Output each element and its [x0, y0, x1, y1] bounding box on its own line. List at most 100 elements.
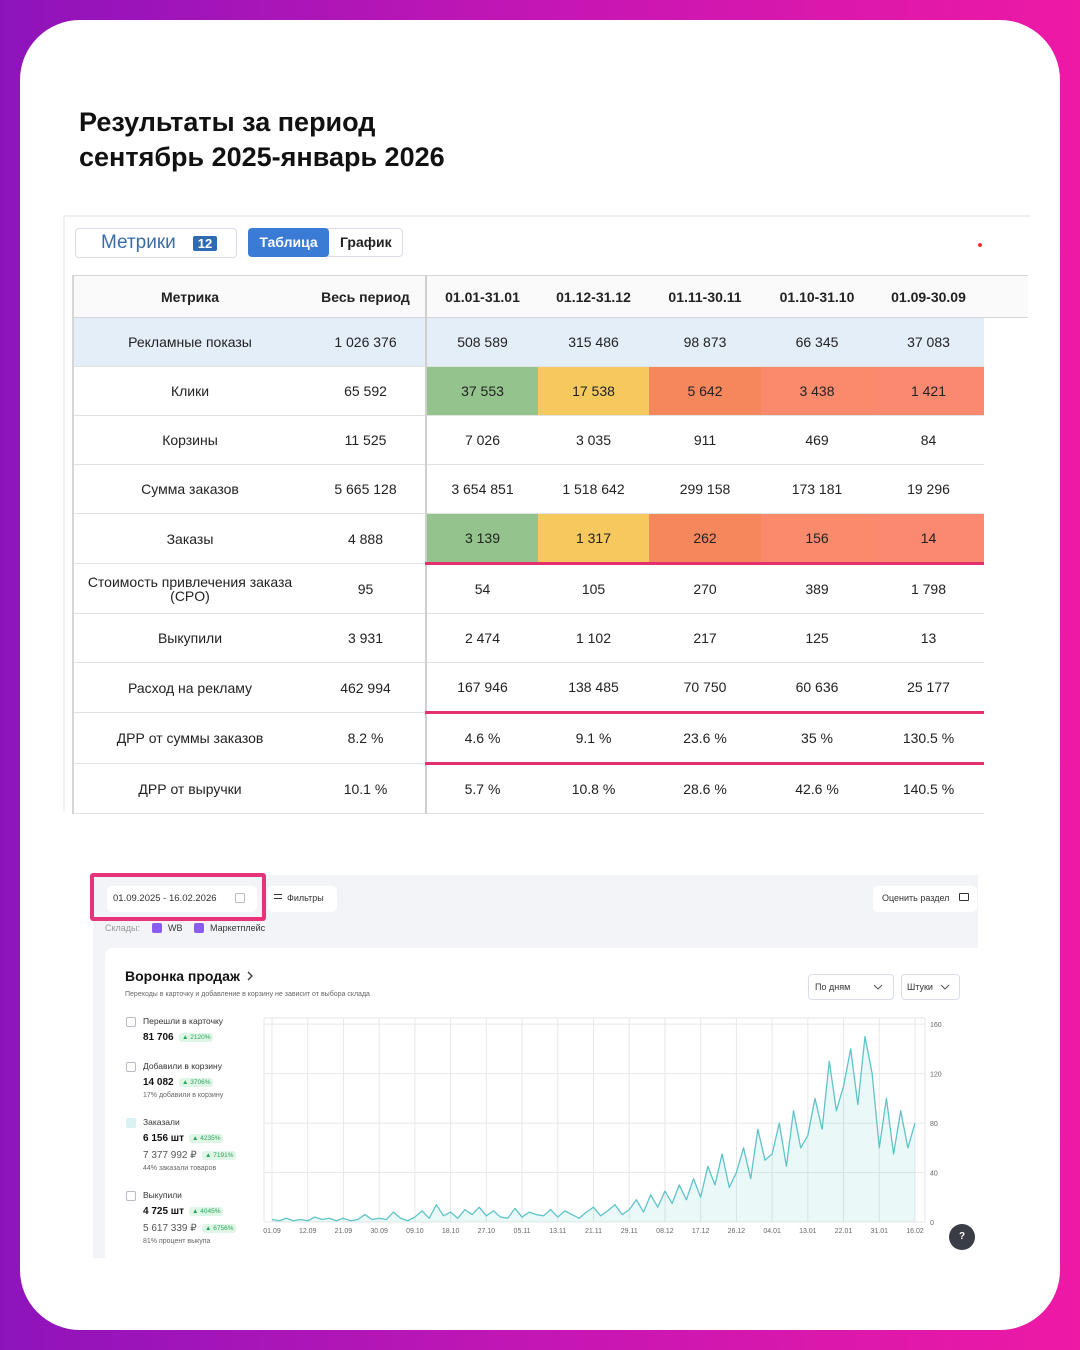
funnel-title[interactable]: Воронка продаж — [125, 968, 240, 984]
group-by: По дням — [815, 982, 851, 992]
filters-button[interactable] — [268, 886, 337, 912]
table-cell: 23.6 % — [649, 712, 761, 765]
table-cell: 140.5 % — [873, 763, 984, 814]
warehouse-option: Маркетплейс — [210, 923, 266, 933]
table-cell: 5.7 % — [426, 763, 538, 814]
table-cell: 70 750 — [649, 662, 761, 714]
column-header: Метрика — [72, 275, 306, 318]
metrics-badge: 12 — [193, 236, 217, 251]
table-cell: 37 083 — [873, 317, 984, 367]
table-cell: 508 589 — [426, 317, 538, 367]
filters-icon — [274, 894, 282, 899]
checkbox[interactable] — [152, 923, 162, 933]
table-cell: 5 642 — [649, 366, 761, 416]
legend-note: 44% заказали товаров — [143, 1165, 217, 1172]
view-tab[interactable]: График — [340, 234, 392, 250]
table-cell: 9.1 % — [538, 712, 649, 765]
table-cell: 95 — [306, 563, 427, 614]
table-row: Корзины 11 525 7 026 3 035 911 469 84 — [72, 415, 984, 465]
table-row: ДРР от выручки 10.1 % 5.7 % 10.8 % 28.6 % 42.… — [72, 763, 984, 814]
warehouses-label: Склады: — [105, 923, 141, 933]
series-line — [271, 1035, 916, 1222]
x-tick-label: 04.01 — [763, 1228, 781, 1235]
table-cell: 4.6 % — [426, 712, 538, 765]
title-line: Результаты за период — [79, 107, 376, 137]
status-dot — [978, 243, 982, 247]
metrics-table: Метрика Весь период 01.01-31.01 01.12-31.12… — [72, 275, 984, 814]
change-badge: ▲ 7191% — [202, 1151, 237, 1160]
table-cell: 270 — [649, 563, 761, 614]
x-tick-label: 08.12 — [656, 1228, 674, 1235]
table-cell: 10.1 % — [306, 763, 427, 814]
column-header: 01.01-31.01 — [426, 275, 538, 318]
table-row: Клики 65 592 37 553 17 538 5 642 3 438 1 421 — [72, 366, 984, 416]
view-tab-active[interactable]: Таблица — [248, 228, 329, 257]
column-header: 01.09-30.09 — [873, 275, 984, 318]
legend-label: Выкупили — [143, 1190, 182, 1200]
table-cell: Выкупили — [72, 613, 306, 663]
y-tick-label: 0 — [930, 1220, 934, 1227]
column-header: Весь период — [306, 275, 427, 318]
filters-label: Фильтры — [287, 893, 324, 903]
table-cell: Заказы — [72, 513, 306, 564]
column-header: 01.11-30.11 — [649, 275, 761, 318]
table-cell: 217 — [649, 613, 761, 663]
calendar-icon — [235, 893, 245, 903]
legend-amount: 7 377 992 ₽ — [143, 1150, 197, 1161]
dropdown-arrows — [873, 984, 950, 990]
unit: Штуки — [907, 982, 933, 992]
x-tick-label: 18.10 — [442, 1228, 460, 1235]
table-cell: Клики — [72, 366, 306, 416]
checkbox[interactable] — [126, 1191, 136, 1201]
y-tick-label: 80 — [930, 1121, 938, 1128]
table-cell: 1 798 — [873, 563, 984, 614]
x-tick-label: 13.11 — [549, 1228, 566, 1235]
checkbox[interactable] — [194, 923, 204, 933]
table-cell: 35 % — [761, 712, 873, 765]
legend-value: 81 706 — [143, 1032, 174, 1043]
table-cell: 17 538 — [538, 366, 649, 416]
change-badge: ▲ 4235% — [189, 1134, 224, 1143]
feedback-icon — [959, 893, 969, 901]
x-tick-label: 21.11 — [585, 1228, 602, 1235]
help-button[interactable]: ? — [949, 1224, 975, 1250]
x-tick-label: 01.09 — [263, 1228, 281, 1235]
date-picker[interactable] — [107, 886, 257, 912]
table-cell: 130.5 % — [873, 712, 984, 765]
y-tick-label: 40 — [930, 1171, 938, 1178]
table-cell: 469 — [761, 415, 873, 465]
legend-note: 81% процент выкупа — [143, 1238, 211, 1245]
table-row: Сумма заказов 5 665 128 3 654 851 1 518 642… — [72, 464, 984, 514]
checkbox[interactable] — [126, 1017, 136, 1027]
table-row: Расход на рекламу 462 994 167 946 138 485 70… — [72, 662, 984, 714]
table-cell: 315 486 — [538, 317, 649, 367]
table-cell: 11 525 — [306, 415, 427, 465]
table-cell: 156 — [761, 513, 873, 565]
table-cell: ДРР от суммы заказов — [72, 712, 306, 764]
table-cell: 66 345 — [761, 317, 873, 367]
table-cell: 13 — [873, 613, 984, 663]
table-row: Стоимость привлечения заказа (CPO) 95 54 10… — [72, 563, 984, 614]
table-cell: 389 — [761, 563, 873, 614]
table-cell: 3 035 — [538, 415, 649, 465]
table-cell: Расход на рекламу — [72, 662, 306, 713]
table-cell: 911 — [649, 415, 761, 465]
table-cell: 8.2 % — [306, 712, 427, 764]
checkbox[interactable] — [126, 1118, 136, 1128]
table-cell: 7 026 — [426, 415, 538, 465]
checkbox[interactable] — [126, 1062, 136, 1072]
x-tick-label: 13.01 — [799, 1228, 817, 1235]
x-tick-label: 17.12 — [692, 1228, 710, 1235]
table-cell: 5 665 128 — [306, 464, 427, 514]
legend-value: 4 725 шт — [143, 1206, 185, 1217]
legend-amount: 5 617 339 ₽ — [143, 1223, 197, 1234]
table-cell: Рекламные показы — [72, 317, 306, 367]
funnel-chart: 01.09 12.09 21.09 30.09 09.10 18.10 27.10 05.11… — [263, 1017, 942, 1235]
table-cell: 25 177 — [873, 662, 984, 714]
table-cell: 3 654 851 — [426, 464, 538, 514]
legend-label: Заказали — [143, 1117, 180, 1127]
table-cell: 1 518 642 — [538, 464, 649, 514]
table-cell: 3 139 — [426, 513, 538, 565]
unit-select[interactable] — [901, 974, 960, 1000]
table-cell: 1 026 376 — [306, 317, 427, 367]
